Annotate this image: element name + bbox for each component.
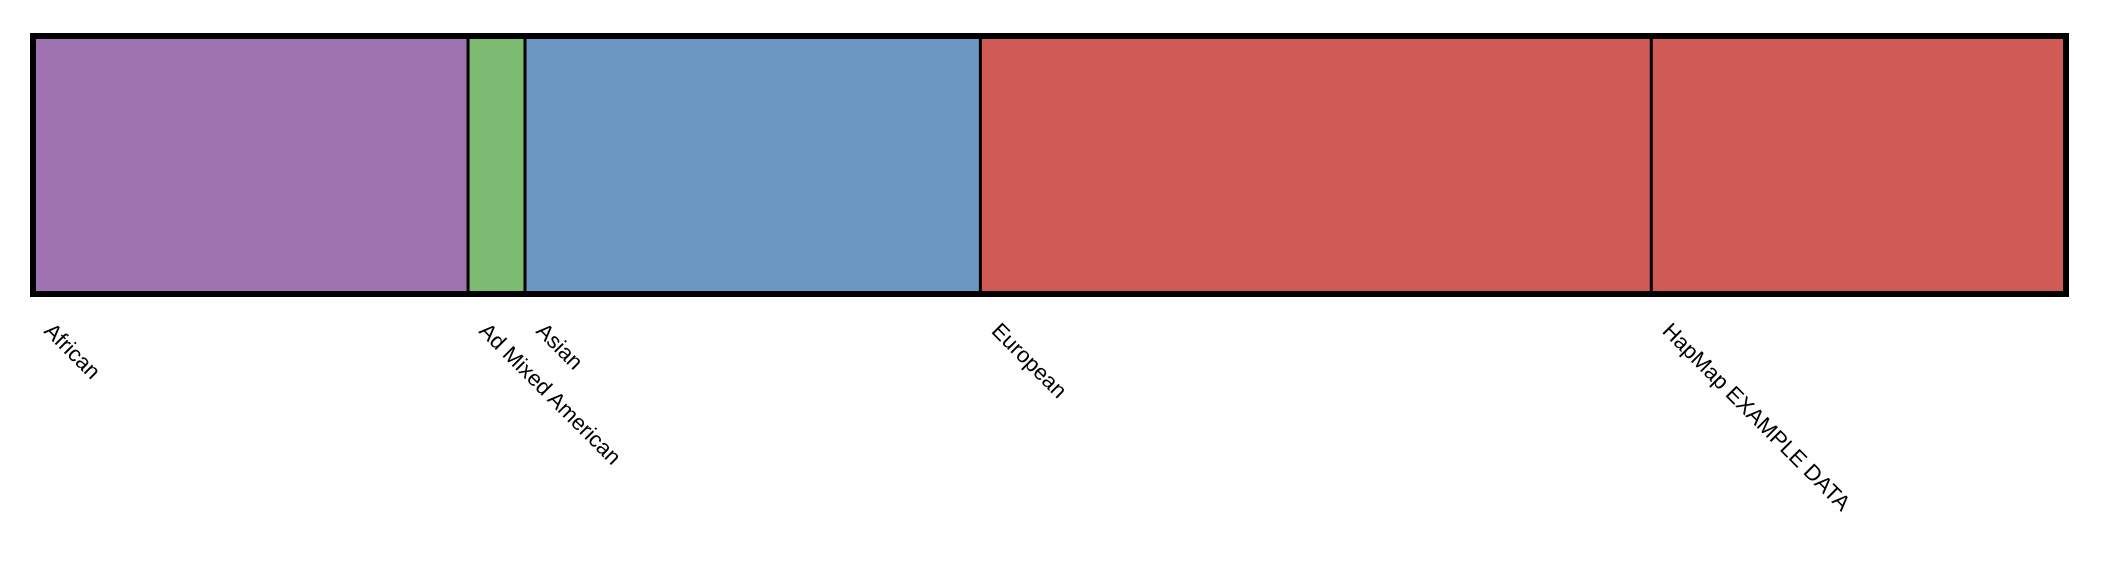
group-label-european: European: [987, 318, 1072, 403]
bars-layer: [33, 36, 2067, 294]
bar-segment-european-0: [980, 36, 1652, 294]
bar-segment-asian-0: [524, 36, 981, 294]
group-label-african: African: [39, 318, 105, 384]
bar-segment-hapmap-example-data-1: [1651, 38, 2067, 294]
plot-frame: [30, 33, 2069, 297]
bar-segment-african-0: [33, 36, 469, 294]
dividers-layer: [466, 36, 1653, 294]
bar-segment-ad-mixed-american-0: [468, 36, 526, 294]
group-label-hapmap-example-data: HapMap EXAMPLE DATA: [1658, 318, 1856, 516]
